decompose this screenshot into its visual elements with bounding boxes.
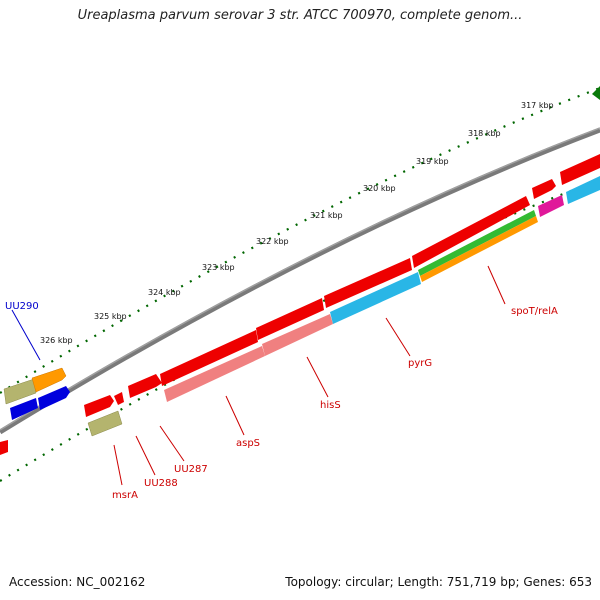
leader-uu288 (135, 435, 156, 476)
gene-label-asps[interactable]: aspS (236, 438, 260, 449)
ruler-label: 319 kbp (416, 157, 449, 166)
leader-uu287 (159, 425, 185, 462)
gene-label-msra[interactable]: msrA (112, 490, 138, 501)
feature-red-edge[interactable] (0, 440, 8, 455)
feature-red-small-2[interactable] (114, 392, 124, 405)
feature-red-right-2[interactable] (560, 154, 600, 185)
map-title: Ureaplasma parvum serovar 3 str. ATCC 70… (77, 8, 523, 23)
feature-blue-2[interactable] (38, 386, 70, 410)
accession-text: Accession: NC_002162 (9, 575, 146, 589)
gene-label-uu288[interactable]: UU288 (144, 478, 178, 489)
feature-red-small-1[interactable] (84, 395, 114, 417)
ruler-label: 325 kbp (94, 312, 127, 321)
feature-red-cds-1[interactable] (160, 330, 258, 386)
outer-ruler (0, 86, 600, 394)
feature-green-spot[interactable] (418, 210, 536, 276)
ruler-label: 321 kbp (310, 211, 343, 220)
gene-label-hiss[interactable]: hisS (320, 400, 341, 411)
ruler-label: 318 kbp (468, 129, 501, 138)
leader-msra (113, 444, 123, 486)
feature-blue-1[interactable] (10, 398, 38, 420)
direction-arrow (592, 86, 600, 100)
feature-orange-spot[interactable] (420, 216, 538, 282)
ruler-label: 324 kbp (148, 288, 181, 297)
ruler-label: 317 kbp (521, 101, 554, 110)
feature-cyan-right[interactable] (566, 176, 600, 204)
feature-red-small-3[interactable] (128, 374, 162, 398)
genome-backbone (0, 127, 600, 435)
feature-red-cds-4[interactable] (412, 196, 530, 268)
ruler-label: 320 kbp (363, 184, 396, 193)
feature-olive-left[interactable] (3, 378, 37, 405)
leader-uu290 (11, 309, 41, 361)
feature-red-right-1[interactable] (532, 179, 556, 199)
gene-label-uu287[interactable]: UU287 (174, 464, 208, 475)
feature-pink-hiss[interactable] (262, 314, 333, 356)
ruler-label: 323 kbp (202, 263, 235, 272)
feature-red-cds-2[interactable] (256, 298, 324, 340)
ruler-label: 322 kbp (256, 237, 289, 246)
gene-label-pyrg[interactable]: pyrG (408, 358, 432, 369)
feature-magenta-right[interactable] (538, 195, 564, 217)
ruler-label: 326 kbp (40, 336, 73, 345)
feature-pink-asps[interactable] (164, 346, 265, 402)
feature-red-cds-3[interactable] (324, 258, 412, 308)
gene-label-uu290[interactable]: UU290 (5, 301, 39, 312)
gene-label-spot[interactable]: spoT/relA (511, 306, 558, 317)
leader-asps (225, 395, 245, 436)
reverse-strand-features (0, 154, 600, 455)
feature-olive-msra[interactable] (87, 410, 123, 437)
leader-hiss (306, 356, 329, 398)
forward-strand-features (3, 367, 67, 405)
feature-cyan-pyrg[interactable] (330, 272, 421, 324)
leader-spot (487, 265, 506, 305)
genome-stats-text: Topology: circular; Length: 751,719 bp; … (285, 575, 592, 589)
leader-pyrg (385, 317, 411, 357)
feature-orange-left[interactable] (31, 367, 67, 393)
